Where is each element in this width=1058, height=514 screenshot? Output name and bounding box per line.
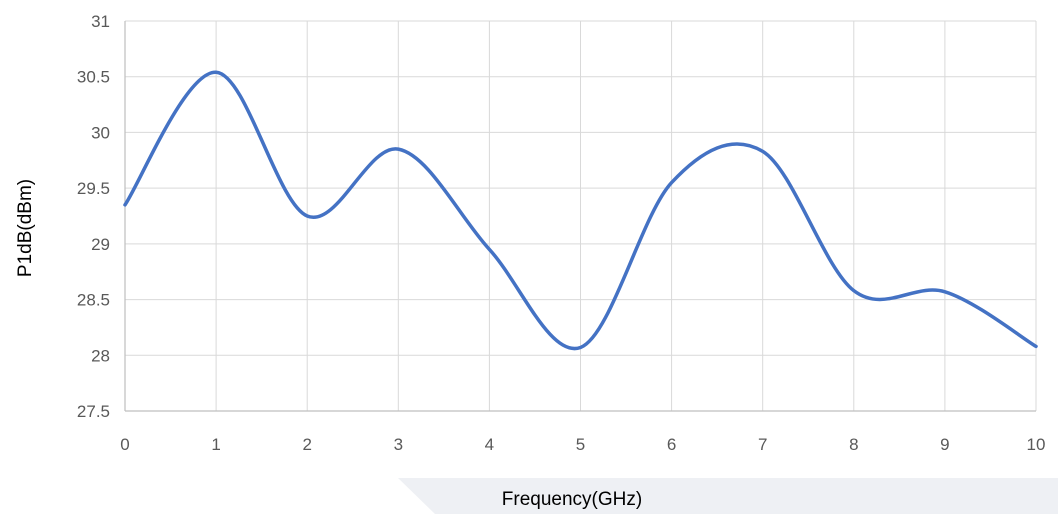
y-tick-label: 30.5 — [77, 68, 110, 87]
axis-title-band — [398, 478, 1058, 514]
gridlines — [125, 20, 1037, 411]
x-tick-label: 3 — [394, 435, 403, 454]
x-tick-label: 10 — [1027, 435, 1046, 454]
x-tick-label: 7 — [758, 435, 767, 454]
x-tick-label: 8 — [849, 435, 858, 454]
axes — [124, 21, 1036, 412]
y-tick-labels: 27.5 28 28.5 29 29.5 30 30.5 31 — [77, 12, 110, 421]
x-tick-label: 1 — [211, 435, 220, 454]
y-tick-label: 30 — [91, 123, 110, 142]
y-tick-label: 28 — [91, 346, 110, 365]
x-tick-label: 0 — [120, 435, 129, 454]
y-tick-label: 29 — [91, 235, 110, 254]
x-tick-label: 9 — [940, 435, 949, 454]
y-axis-title: P1dB(dBm) — [15, 179, 36, 277]
x-tick-labels: 0 1 2 3 4 5 6 7 8 9 10 — [120, 435, 1045, 454]
y-tick-label: 31 — [91, 12, 110, 31]
y-tick-label: 29.5 — [77, 179, 110, 198]
series-line — [123, 70, 1038, 351]
x-tick-label: 6 — [667, 435, 676, 454]
x-axis-title: Frequency(GHz) — [502, 489, 642, 510]
y-tick-label: 27.5 — [77, 402, 110, 421]
y-tick-label: 28.5 — [77, 291, 110, 310]
x-tick-label: 5 — [576, 435, 585, 454]
x-tick-label: 2 — [302, 435, 311, 454]
series-layer — [123, 70, 1038, 351]
x-tick-label: 4 — [485, 435, 494, 454]
